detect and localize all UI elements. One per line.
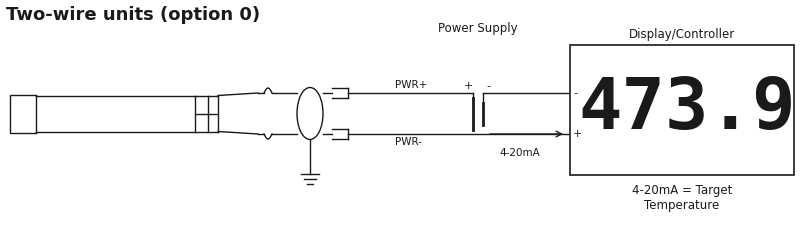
- Bar: [570, 45, 794, 175]
- Text: Display/Controller: Display/Controller: [629, 28, 735, 41]
- Text: +: +: [573, 129, 582, 139]
- Text: PWR-: PWR-: [395, 137, 422, 147]
- Text: 4-20mA: 4-20mA: [500, 148, 540, 158]
- Text: 473.9: 473.9: [578, 76, 796, 145]
- Text: -: -: [573, 88, 577, 98]
- Ellipse shape: [297, 88, 323, 139]
- Text: 4-20mA = Target
Temperature: 4-20mA = Target Temperature: [632, 184, 732, 212]
- Text: +: +: [463, 81, 473, 91]
- Text: -: -: [486, 81, 490, 91]
- Text: Two-wire units (option 0): Two-wire units (option 0): [6, 6, 260, 24]
- Bar: [10, 95, 36, 132]
- Text: PWR+: PWR+: [395, 80, 427, 90]
- Text: Power Supply: Power Supply: [438, 22, 518, 35]
